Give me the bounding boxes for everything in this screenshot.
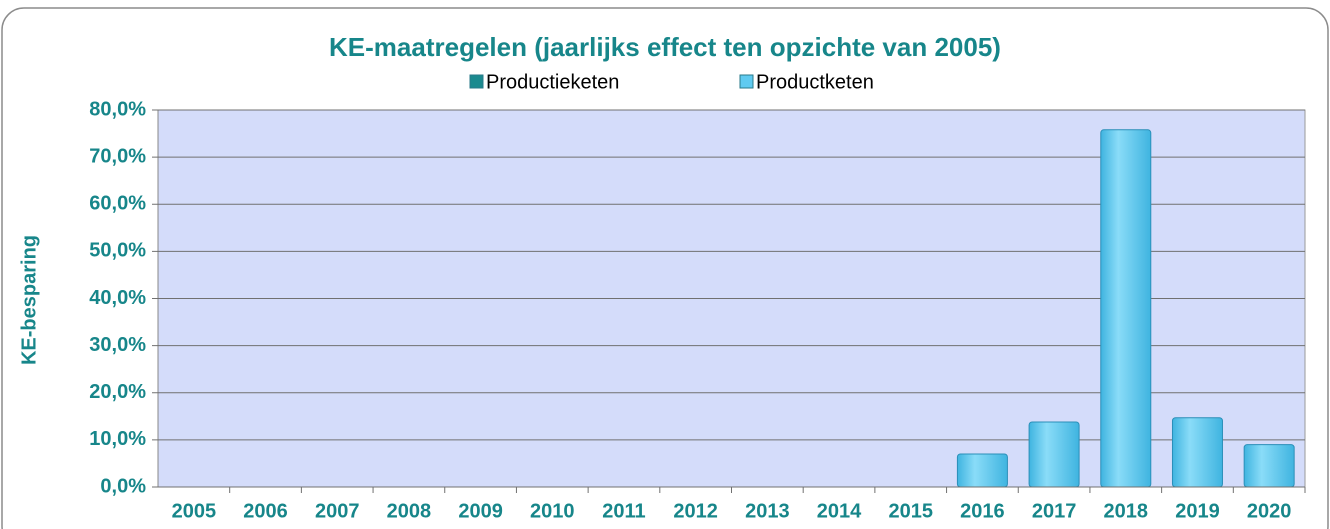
bar xyxy=(1243,444,1295,488)
y-tick-label: 50,0% xyxy=(89,240,146,262)
y-tick-label: 70,0% xyxy=(89,145,146,167)
y-tick-label: 20,0% xyxy=(89,381,146,403)
y-tick-label: 80,0% xyxy=(89,98,146,120)
y-tick-label: 10,0% xyxy=(89,428,146,450)
legend-swatch xyxy=(739,74,754,89)
y-tick-label: 30,0% xyxy=(89,334,146,356)
x-tick-label: 2013 xyxy=(745,500,790,522)
bar xyxy=(956,453,1008,488)
x-tick-label: 2007 xyxy=(315,500,360,522)
bar xyxy=(1028,421,1080,488)
x-tick-label: 2008 xyxy=(387,500,432,522)
y-tick-label: 60,0% xyxy=(89,193,146,215)
x-tick-label: 2012 xyxy=(673,500,718,522)
x-tick-label: 2009 xyxy=(458,500,503,522)
x-tick-label: 2010 xyxy=(530,500,575,522)
x-tick-label: 2005 xyxy=(172,500,217,522)
y-tick-label: 0,0% xyxy=(100,475,146,497)
legend-label: Productieketen xyxy=(486,71,619,93)
x-tick-label: 2018 xyxy=(1104,500,1149,522)
x-tick-label: 2015 xyxy=(888,500,933,522)
bar xyxy=(1100,129,1152,488)
x-tick-label: 2020 xyxy=(1247,500,1292,522)
x-tick-label: 2019 xyxy=(1175,500,1220,522)
chart-title: KE-maatregelen (jaarlijks effect ten opz… xyxy=(329,32,1001,62)
legend-label: Productketen xyxy=(756,71,874,93)
x-tick-label: 2016 xyxy=(960,500,1005,522)
x-tick-label: 2017 xyxy=(1032,500,1077,522)
x-tick-label: 2014 xyxy=(817,500,862,522)
x-tick-label: 2006 xyxy=(243,500,288,522)
x-tick-label: 2011 xyxy=(602,500,645,522)
y-axis-label: KE-besparing xyxy=(18,235,40,365)
legend-swatch xyxy=(469,74,484,89)
y-tick-label: 40,0% xyxy=(89,287,146,309)
bar xyxy=(1171,417,1223,488)
